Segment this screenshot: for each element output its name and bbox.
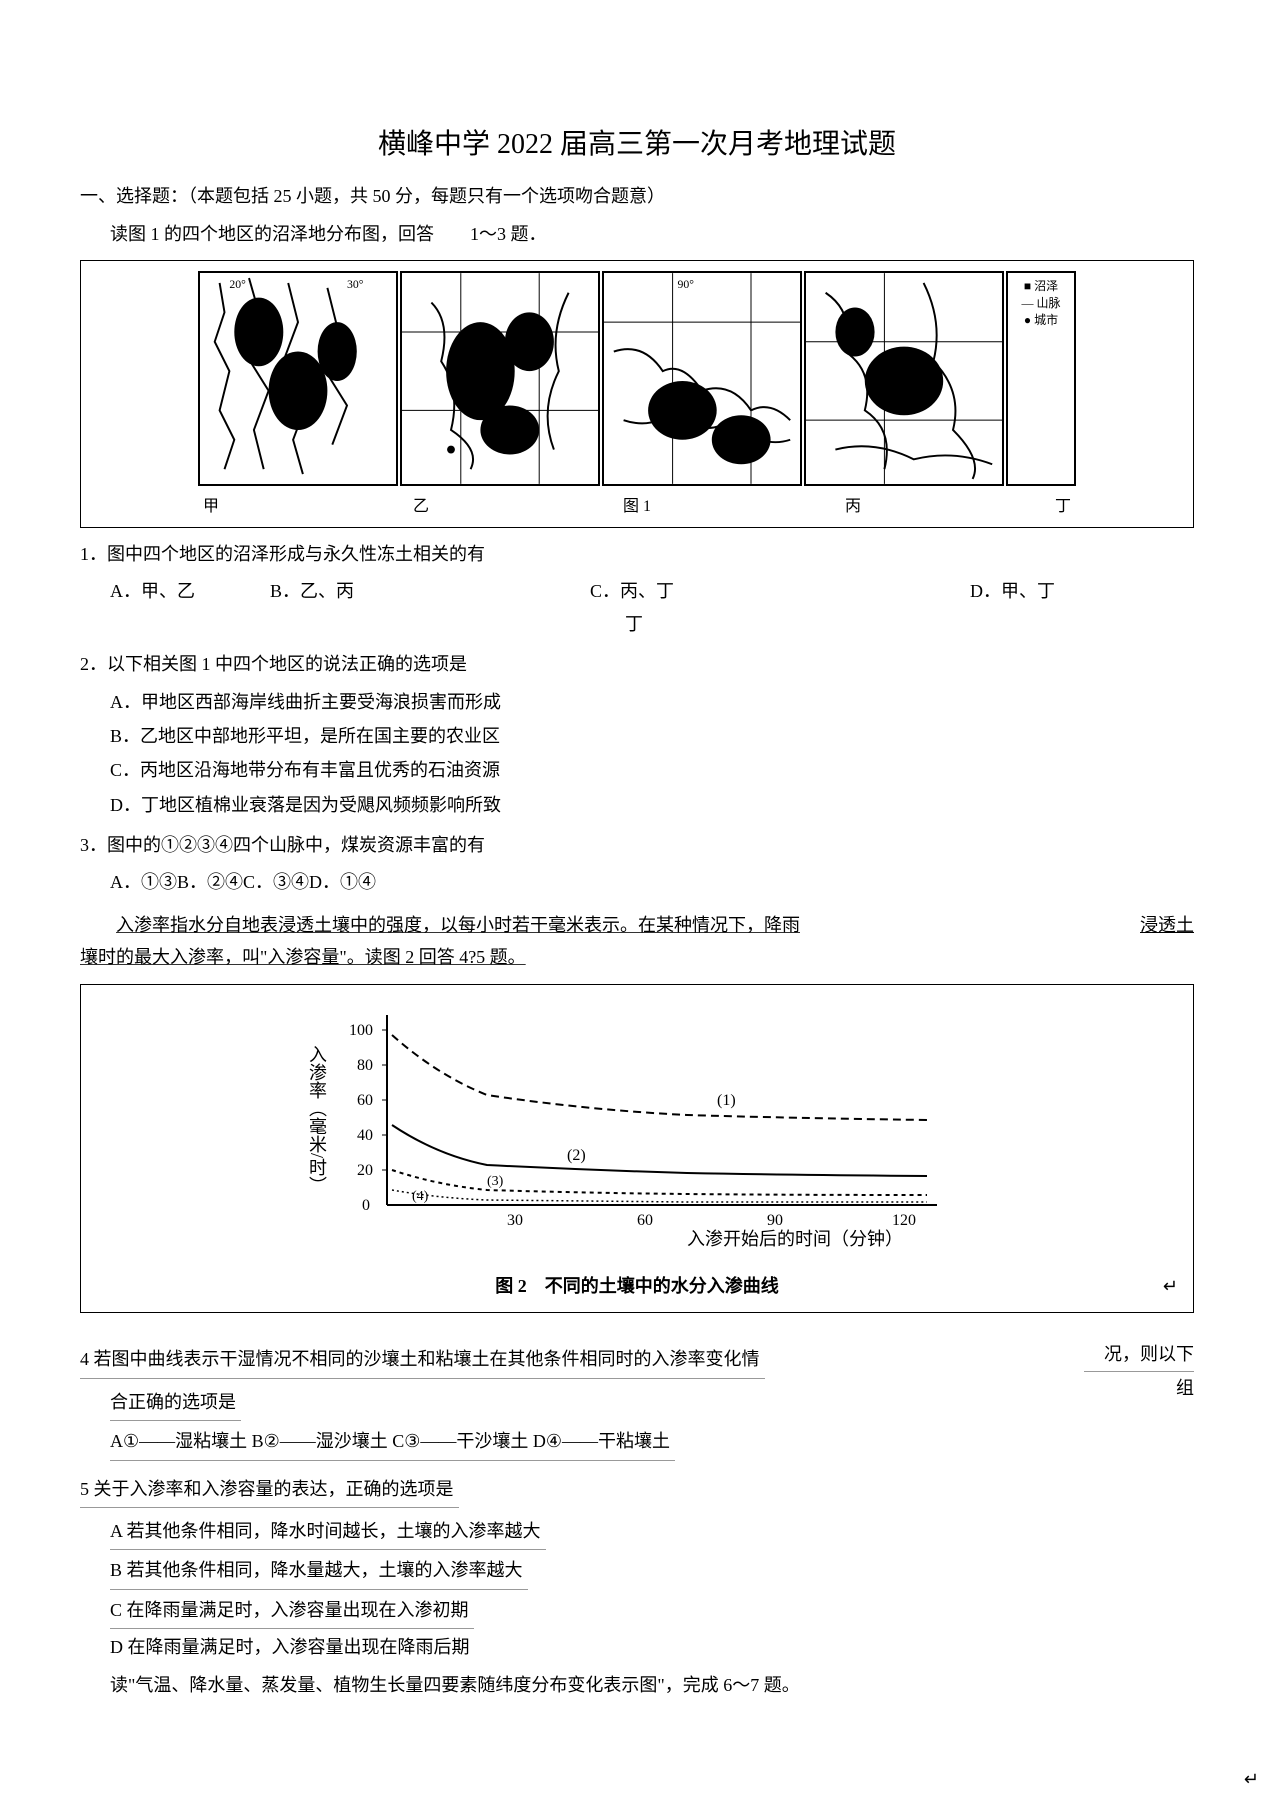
q1-opt-d: D．甲、丁 [970,575,1120,640]
q1-opt-c-sub: 丁 [590,608,970,640]
passage2-line1: 入渗率指水分自地表浸透土壤中的强度，以每小时若干毫米表示。在某种情况下，降雨 [116,915,800,935]
svg-text:40: 40 [357,1127,373,1144]
q4-cont: 合正确的选项是 [110,1384,241,1421]
q5-opt-a: A 若其他条件相同，降水时间越长，土壤的入渗率越大 [110,1513,546,1550]
svg-text:60: 60 [637,1212,653,1229]
q5-opt-c: C 在降雨量满足时，入渗容量出现在入渗初期 [110,1592,474,1629]
map-label-yi: 乙 [413,493,429,522]
map-ding [806,273,1002,484]
q3-opts: A．①③B．②④C．③④D．①④ [80,866,1194,898]
map-label-bing: 丙 [845,493,861,522]
intro-q1-3: 读图 1 的四个地区的沼泽地分布图，回答 1～3 题． [80,218,1194,250]
svg-text:入渗开始后的时间（分钟）: 入渗开始后的时间（分钟） [687,1229,903,1249]
figure-2-box: 入渗率（毫米/时） 0 20 40 60 80 100 30 60 90 120… [80,984,1194,1314]
intro-q6-7: 读"气温、降水量、蒸发量、植物生长量四要素随纬度分布变化表示图"，完成 6～7 … [80,1669,1194,1701]
page-title: 横峰中学 2022 届高三第一次月考地理试题 [80,120,1194,170]
q1-opt-a: A．甲、乙 [110,575,230,640]
q1-opt-c: C．丙、丁 [590,581,674,601]
q2-opt-d: D．丁地区植棉业衰落是因为受飓风频频影响所致 [80,789,1194,821]
q5-opt-d: D 在降雨量满足时，入渗容量出现在降雨后期 [110,1637,470,1657]
svg-text:30: 30 [507,1212,523,1229]
q1-opt-b: B．乙、丙 [270,575,550,640]
svg-text:(3): (3) [487,1174,504,1189]
map-label-ding: 丁 [1055,493,1071,522]
q5-stem: 5 关于入渗率和入渗容量的表达，正确的选项是 [80,1471,459,1508]
svg-text:30°: 30° [347,278,364,291]
svg-text:(4): (4) [412,1189,429,1204]
svg-text:80: 80 [357,1057,373,1074]
legend-item: ■ 沼泽 [1013,278,1069,295]
passage2-right: 浸透土 [1074,909,1194,941]
q4-stem: 4 若图中曲线表示干湿情况不相同的沙壤土和粘壤土在其他条件相同时的入渗率变化情 [80,1341,765,1378]
svg-text:20: 20 [357,1162,373,1179]
figure-2-caption: 图 2 不同的土壤中的水分入渗曲线 [91,1270,1183,1302]
svg-text:(2): (2) [567,1147,586,1164]
map-bing: 90° [604,273,800,484]
svg-text:0: 0 [362,1197,370,1214]
section-header: 一、选择题：（本题包括 25 小题，共 50 分，每题只有一个选项吻合题意） [80,180,1194,212]
q2-stem: 2．以下相关图 1 中四个地区的说法正确的选项是 [80,648,1194,680]
passage-infiltration: 入渗率指水分自地表浸透土壤中的强度，以每小时若干毫米表示。在某种情况下，降雨 浸… [80,909,1194,974]
q2-opt-b: B．乙地区中部地形平坦，是所在国主要的农业区 [80,720,1194,752]
q2-opt-c: C．丙地区沿海地带分布有丰富且优秀的石油资源 [80,754,1194,786]
svg-text:入渗率（毫米/时）: 入渗率（毫米/时） [307,1045,327,1194]
map-legend: ■ 沼泽 — 山脉 ● 城市 [1006,271,1076,486]
passage2-line2: 壤时的最大入渗率，叫"入渗容量"。读图 2 回答 4?5 题。 [80,947,526,967]
map-label-jia: 甲 [203,493,219,522]
paragraph-marker: ↵ [1244,1763,1259,1795]
figure-1-box: 20° 30° [80,260,1194,528]
svg-text:(1): (1) [717,1092,736,1109]
svg-text:120: 120 [892,1212,916,1229]
svg-text:90°: 90° [678,278,695,291]
legend-item: ● 城市 [1013,312,1069,329]
svg-text:100: 100 [349,1022,373,1039]
q1-stem: 1．图中四个地区的沼泽形成与永久性冻土相关的有 [80,538,1194,570]
q4-right1: 况，则以下 [1084,1338,1194,1371]
q2-opt-a: A．甲地区西部海岸线曲折主要受海浪损害而形成 [80,686,1194,718]
svg-text:20°: 20° [229,278,246,291]
map-jia: 20° 30° [200,273,396,484]
svg-text:90: 90 [767,1212,783,1229]
legend-item: — 山脉 [1013,295,1069,312]
map-yi [402,273,598,484]
q4-right2: 组 [1014,1372,1194,1404]
q5-opt-b: B 若其他条件相同，降水量越大，土壤的入渗率越大 [110,1552,528,1589]
q4-opts: A①——湿粘壤土 B②——湿沙壤土 C③——干沙壤土 D④——干粘壤土 [110,1423,675,1460]
svg-text:60: 60 [357,1092,373,1109]
infiltration-chart: 入渗率（毫米/时） 0 20 40 60 80 100 30 60 90 120… [287,995,987,1255]
q3-stem: 3．图中的①②③④四个山脉中，煤炭资源丰富的有 [80,829,1194,861]
fig1-caption-inline: 图 1 [623,493,651,522]
paragraph-marker: ↵ [1163,1270,1178,1302]
